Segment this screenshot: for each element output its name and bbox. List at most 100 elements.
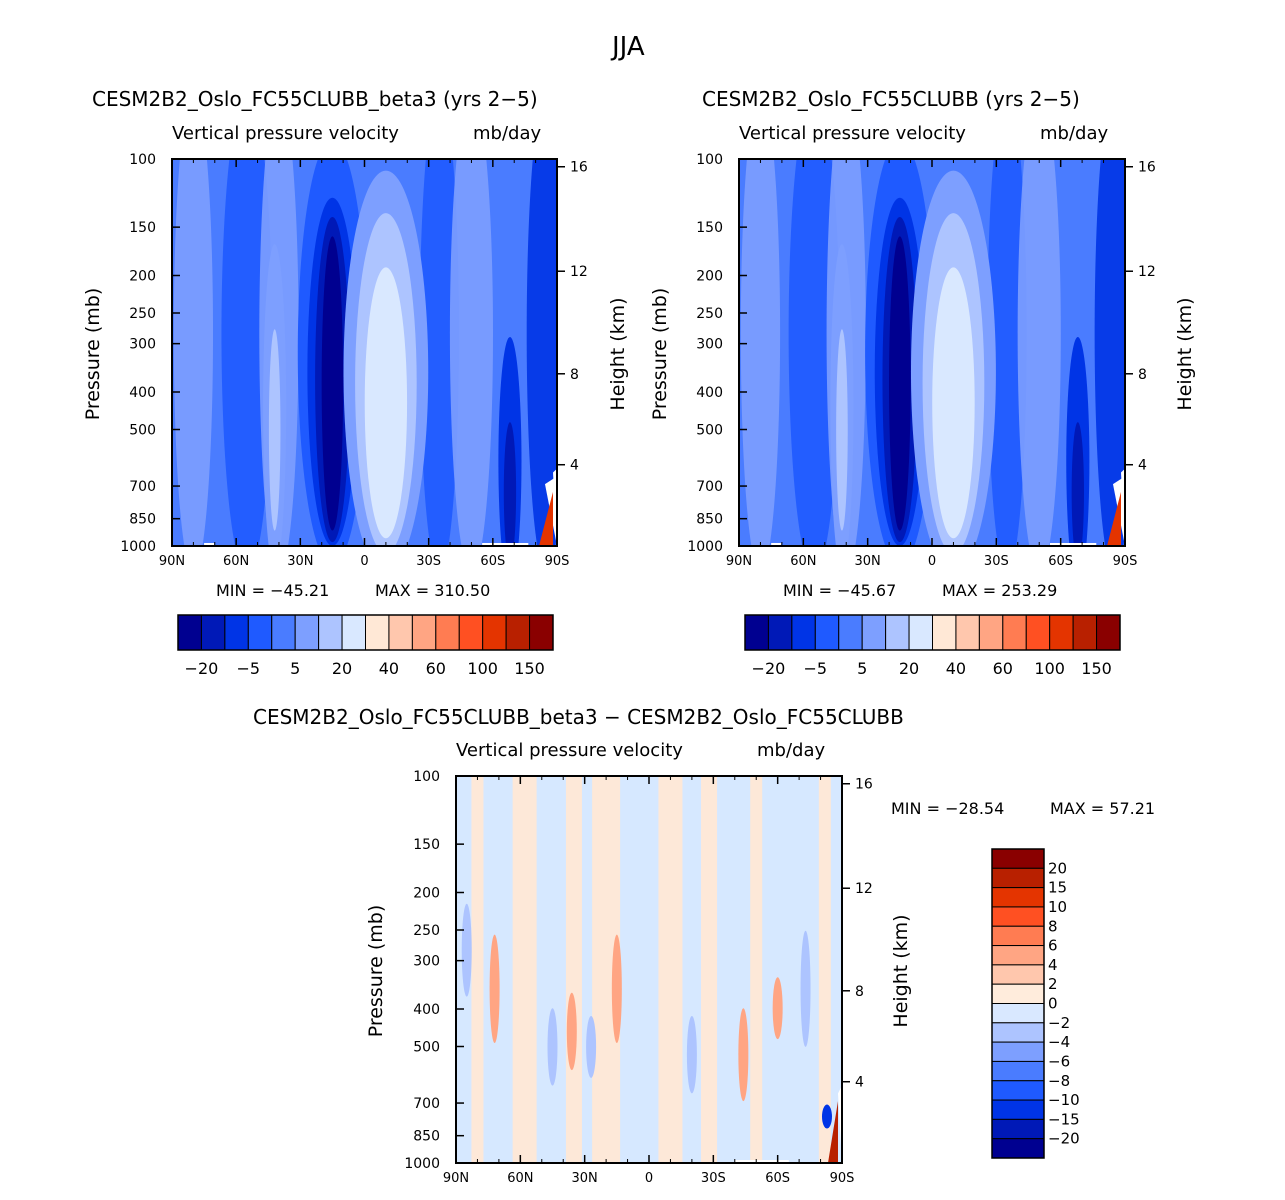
panel2-ytick-label: 850 [696, 512, 723, 528]
panel1-subtitle-left: Vertical pressure velocity [172, 123, 399, 144]
panel3-colorbar-label: 20 [1048, 859, 1067, 877]
panel2-surface-gap [771, 543, 782, 546]
panel2-ytick-label: 300 [696, 337, 723, 353]
panel3-colorbar-box [991, 964, 1045, 985]
panel2-field [739, 159, 1125, 546]
panel1-band [173, 159, 214, 546]
panel1-ytick-label: 1000 [120, 539, 156, 555]
panel2-xtick-label: 60S [1048, 554, 1073, 569]
panel3-colorbar-label: 2 [1048, 975, 1058, 993]
panel2-ytick-label: 700 [696, 479, 723, 495]
panel3-diff-band [750, 776, 763, 1163]
panel1-band [221, 159, 273, 546]
panel3-colorbar-label: −4 [1048, 1033, 1070, 1051]
panel3-colorbar-box [991, 925, 1045, 947]
panel3-ytick-label: 200 [413, 885, 440, 901]
panel3-colorbar-label: 10 [1048, 898, 1067, 916]
panel2-ytick-label: 1000 [687, 539, 723, 555]
panel3-negative-patch [586, 1015, 597, 1078]
panel3-colorbar-box [991, 867, 1045, 889]
panel2-height-tick-label: 4 [1138, 458, 1147, 474]
panel2-xtick-label: 0 [928, 554, 936, 569]
panel3-ytick-label: 850 [413, 1129, 440, 1145]
panel2-colorbar-label: 20 [899, 659, 919, 678]
panel1-title: CESM2B2_Oslo_FC55CLUBB_beta3 (yrs 2−5) [92, 87, 538, 111]
panel3-ytick-label: 150 [413, 837, 440, 853]
panel2-ytick-label: 250 [696, 306, 723, 322]
panel1-min: MIN = −45.21 [216, 581, 330, 600]
panel3-ytick-label: 100 [413, 769, 440, 785]
panel2-xtick-label: 60N [790, 554, 816, 569]
panel3-min: MIN = −28.54 [891, 799, 1005, 818]
panel3-xtick-label: 90N [443, 1171, 469, 1186]
panel3-xtick-label: 90S [830, 1171, 855, 1186]
panel3-colorbar-box [991, 945, 1045, 966]
panel1-pole-red [539, 491, 553, 546]
panel2-colorbar-label: 150 [1081, 659, 1112, 678]
panel2-colorbar-label: 40 [946, 659, 966, 678]
panel2-xtick-label: 30S [984, 554, 1009, 569]
panel3-xtick-label: 60N [507, 1171, 533, 1186]
panel1-band [526, 159, 557, 546]
panel1-max: MAX = 310.50 [375, 581, 491, 600]
panel3-subtitle-left: Vertical pressure velocity [456, 740, 683, 761]
panel1-colorbar-label: −20 [185, 659, 219, 678]
panel2-ytick-label: 400 [696, 385, 723, 401]
panel1-colorbar-label: 40 [379, 659, 399, 678]
panel3-height-tick-label: 16 [855, 777, 873, 793]
panel1-xtick-label: 90S [545, 554, 570, 569]
panel2-ytick-label: 100 [696, 152, 723, 168]
panel3-colorbar-box [991, 983, 1045, 1004]
panel1-subsidence-core [268, 329, 281, 531]
panel1-ytick-label: 300 [129, 337, 156, 353]
panel3-colorbar-box [991, 1080, 1045, 1101]
panel2-ytick-label: 200 [696, 268, 723, 284]
panel1-colorbar-label: 60 [426, 659, 446, 678]
panel3-colorbar-box [991, 848, 1045, 869]
panel3-colorbar-box [991, 1003, 1045, 1024]
panel1-colorbar-label: 5 [290, 659, 300, 678]
panel3-positive-patch [772, 977, 783, 1040]
panel1-colorbar-label: 150 [514, 659, 545, 678]
panel3-ytick-label: 250 [413, 923, 440, 939]
panel3-negative-patch [800, 930, 811, 1047]
panel3-max: MAX = 57.21 [1050, 799, 1156, 818]
panel1-xtick-label: 0 [360, 554, 368, 569]
panel3-height-tick-label: 12 [855, 881, 873, 897]
panel1-colorbar-label: −5 [237, 659, 261, 678]
panel1-xtick-label: 60S [480, 554, 505, 569]
panel3-xtick-label: 0 [645, 1171, 653, 1186]
panel3-subtitle-right: mb/day [757, 740, 826, 761]
panel3-ytick-label: 300 [413, 954, 440, 970]
panel3-colorbar-label: 0 [1048, 995, 1058, 1013]
panel1-itcz-core [321, 236, 344, 531]
panel3-height-tick-label: 8 [855, 984, 864, 1000]
panel3-diff-band [512, 776, 537, 1163]
panel3-colorbar-box [991, 887, 1045, 908]
panel2-sh-sub-core [932, 267, 975, 539]
panel1-sh-sub-core [364, 267, 408, 539]
panel2-subsidence-core [836, 329, 848, 531]
panel3-colorbar-label: 4 [1048, 956, 1058, 974]
panel3-colorbar-label: −8 [1048, 1072, 1070, 1090]
panel1-field [172, 159, 557, 546]
panel3-colorbar-label: −10 [1048, 1091, 1080, 1109]
panel1-xtick-label: 30S [416, 554, 441, 569]
panel3-ytick-label: 500 [413, 1040, 440, 1056]
panel1-band [419, 159, 459, 546]
panel3-colorbar-box [991, 1118, 1045, 1140]
panel2-band [740, 159, 781, 546]
panel1-colorbar-frame [177, 614, 554, 651]
panel2-storm-track-core [1071, 422, 1084, 546]
panel2-colorbar-label: 60 [993, 659, 1013, 678]
panel3-positive-patch [611, 934, 622, 1044]
panel2-band [987, 159, 1027, 546]
panel3-xtick-label: 30N [572, 1171, 598, 1186]
panel3-surface-gap [734, 1160, 789, 1163]
panel3-positive-patch [738, 1008, 749, 1102]
panel1-xtick-label: 30N [287, 554, 313, 569]
panel3-negative-patch [686, 1015, 697, 1094]
